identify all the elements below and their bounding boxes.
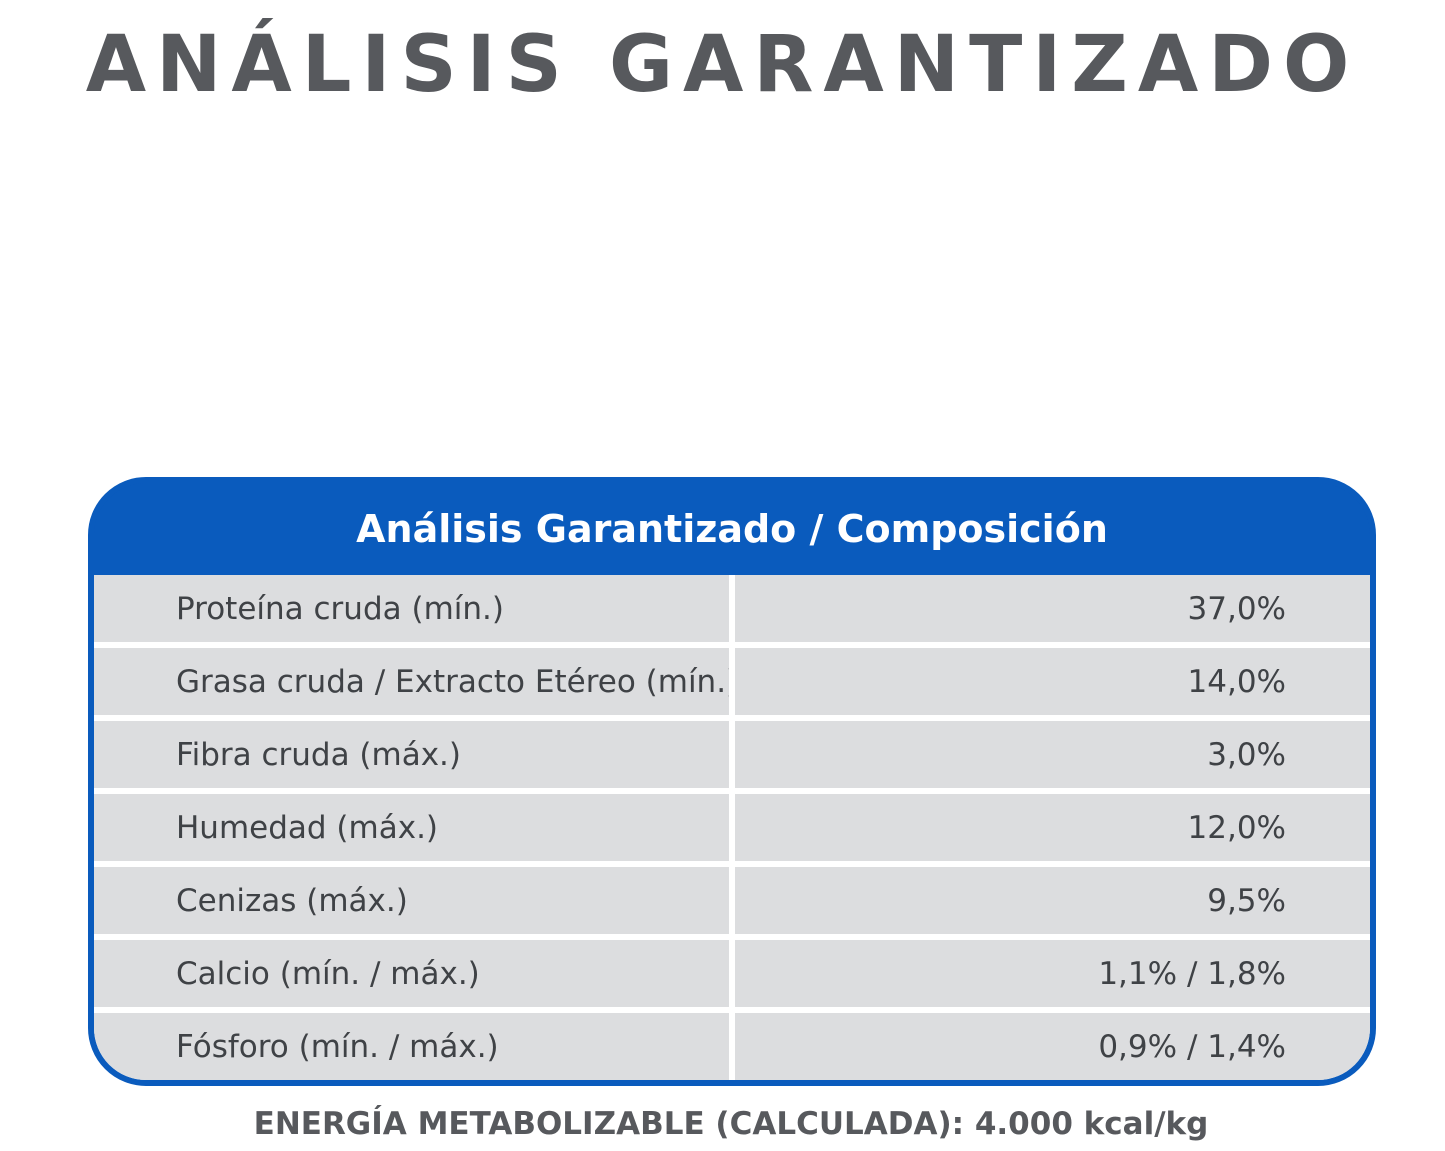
column-divider: [729, 940, 735, 1007]
table-row-calcium: Calcio (mín. / máx.) 1,1% / 1,8%: [94, 940, 1370, 1013]
row-label: Humedad (máx.): [94, 794, 729, 861]
row-label: Fibra cruda (máx.): [94, 721, 729, 788]
row-label: Calcio (mín. / máx.): [94, 940, 729, 1007]
row-label: Grasa cruda / Extracto Etéreo (mín.): [94, 648, 738, 715]
table-row-moisture: Humedad (máx.) 12,0%: [94, 794, 1370, 867]
page-title: ANÁLISIS GARANTIZADO: [85, 20, 1360, 110]
row-value: 12,0%: [735, 794, 1370, 861]
table-row-ash: Cenizas (máx.) 9,5%: [94, 867, 1370, 940]
row-label: Proteína cruda (mín.): [94, 575, 729, 642]
column-divider: [729, 575, 735, 642]
table-header: Análisis Garantizado / Composición: [356, 507, 1108, 551]
row-value: 1,1% / 1,8%: [735, 940, 1370, 1007]
table-row-fiber: Fibra cruda (máx.) 3,0%: [94, 721, 1370, 794]
row-value: 14,0%: [735, 648, 1370, 715]
column-divider: [729, 867, 735, 934]
column-divider: [729, 648, 735, 715]
column-divider: [729, 721, 735, 788]
table-row-phosphorus: Fósforo (mín. / máx.) 0,9% / 1,4%: [94, 1013, 1370, 1080]
table-row-fat: Grasa cruda / Extracto Etéreo (mín.) 14,…: [94, 648, 1370, 721]
column-divider: [729, 794, 735, 861]
analysis-table: Proteína cruda (mín.) 37,0% Grasa cruda …: [94, 575, 1370, 1080]
row-value: 9,5%: [735, 867, 1370, 934]
table-row-protein: Proteína cruda (mín.) 37,0%: [94, 575, 1370, 648]
row-label: Fósforo (mín. / máx.): [94, 1013, 729, 1080]
row-value: 37,0%: [735, 575, 1370, 642]
column-divider: [729, 1013, 735, 1080]
row-label: Cenizas (máx.): [94, 867, 729, 934]
energy-footnote: ENERGÍA METABOLIZABLE (CALCULADA): 4.000…: [253, 1106, 1209, 1142]
row-value: 3,0%: [735, 721, 1370, 788]
row-value: 0,9% / 1,4%: [735, 1013, 1370, 1080]
analysis-table-panel: Análisis Garantizado / Composición Prote…: [88, 477, 1376, 1086]
